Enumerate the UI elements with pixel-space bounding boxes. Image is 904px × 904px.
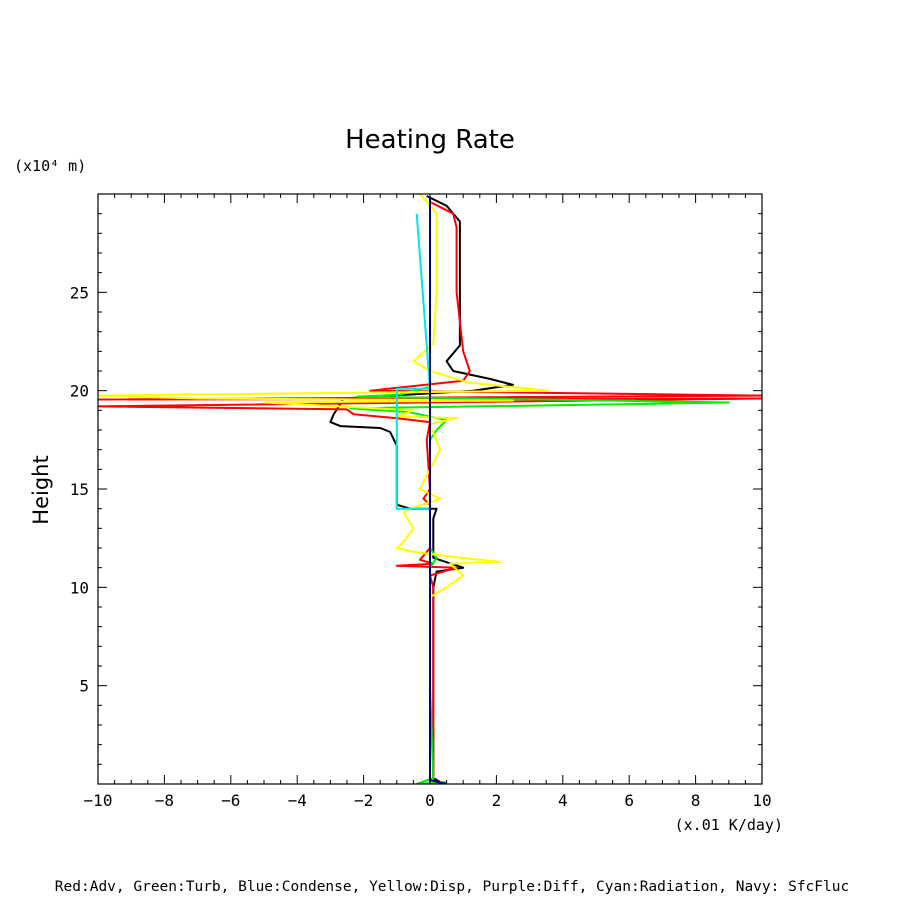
x-tick-label: 4 (558, 791, 568, 810)
series-line-red-adv (98, 201, 762, 779)
axes-layer: −10 −8 −6 −4 −2 0 2 4 6 8 10 5 10 15 20 25 (70, 193, 772, 810)
series-line-yellow-disp (98, 194, 551, 779)
x-tick-label: 10 (752, 791, 771, 810)
series-layer (98, 194, 762, 784)
x-tick-label: 0 (425, 791, 435, 810)
y-tick-label: 10 (70, 578, 89, 597)
x-tick-label: −10 (84, 791, 113, 810)
x-tick-label: 6 (624, 791, 634, 810)
y-tick-label: 20 (70, 382, 89, 401)
legend-text: Red:Adv, Green:Turb, Blue:Condense, Yell… (55, 879, 849, 895)
y-unit-label: (x10⁴ m) (14, 157, 86, 175)
y-tick-label: 25 (70, 283, 89, 302)
series-line-green-turb (349, 213, 730, 784)
x-tick-label: −2 (354, 791, 373, 810)
y-tick-label: 5 (79, 677, 89, 696)
y-axis-label: Height (29, 455, 53, 524)
chart-title: Heating Rate (345, 125, 515, 155)
x-tick-label: 2 (492, 791, 502, 810)
y-tick-label: 15 (70, 480, 89, 499)
x-tick-label: −6 (221, 791, 240, 810)
x-tick-label: −8 (155, 791, 174, 810)
x-tick-label: 8 (691, 791, 701, 810)
x-tick-label: −4 (288, 791, 307, 810)
x-axis-unit-label: (x.01 K/day) (675, 816, 783, 834)
